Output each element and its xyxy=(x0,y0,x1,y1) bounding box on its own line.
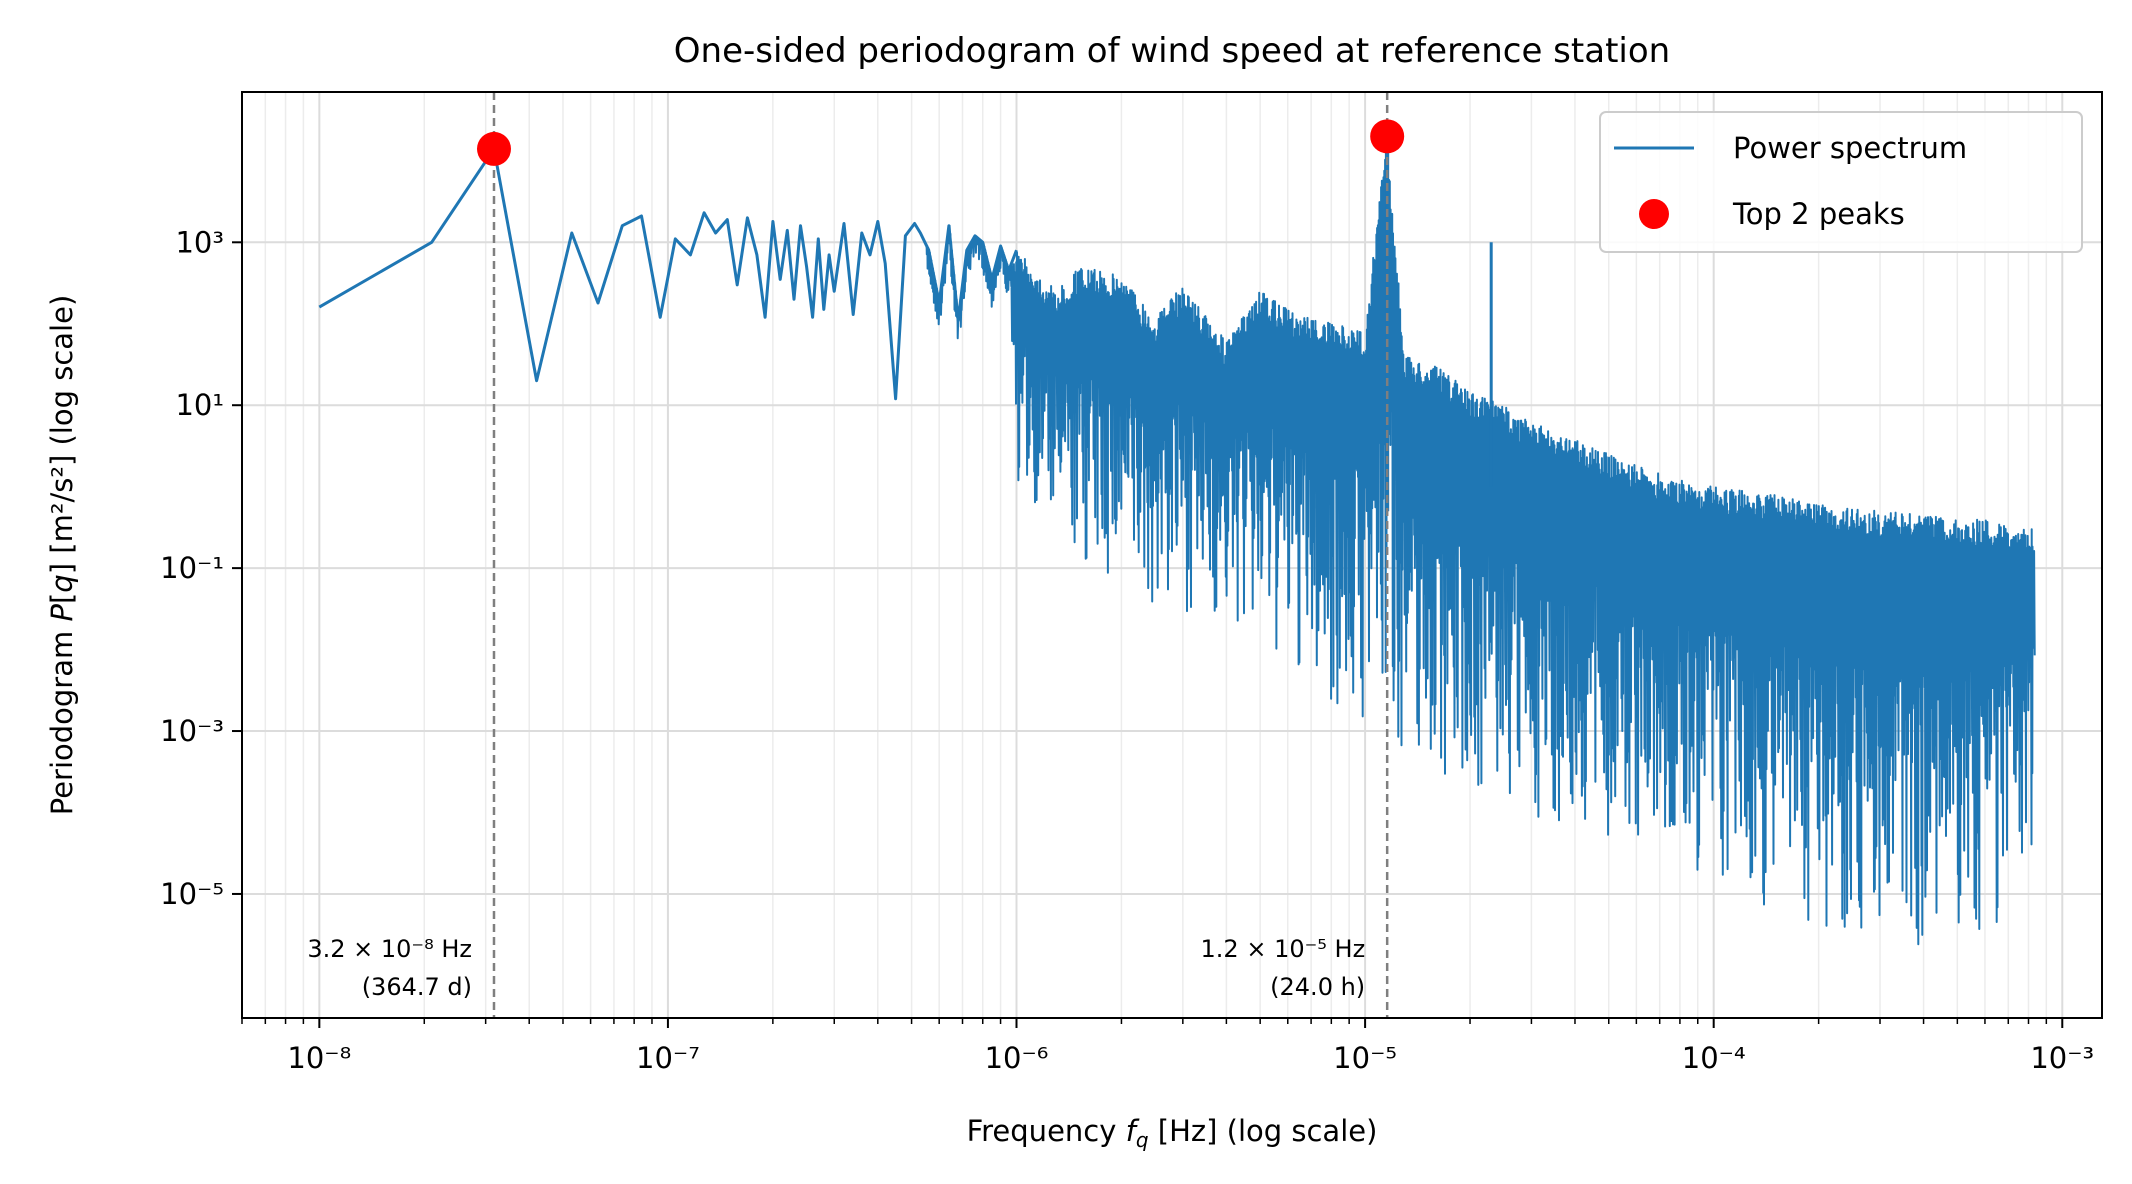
y-tick-label: 10⁻³ xyxy=(160,714,224,748)
x-tick-label: 10⁻³ xyxy=(2030,1041,2094,1075)
y-tick-label: 10⁻⁵ xyxy=(160,877,224,911)
y-tick-label: 10³ xyxy=(175,225,224,259)
x-tick-label: 10⁻⁷ xyxy=(636,1041,700,1075)
legend: Power spectrum Top 2 peaks xyxy=(1599,111,2083,253)
peak-markers xyxy=(476,119,1405,166)
peak-annotation-period-2: (24.0 h) xyxy=(1270,973,1365,1001)
x-tick-label: 10⁻⁸ xyxy=(287,1041,351,1075)
peak-marker-2 xyxy=(1370,119,1405,154)
x-axis-label: Frequency fq [Hz] (log scale) xyxy=(967,1114,1378,1152)
legend-label-spectrum: Power spectrum xyxy=(1733,131,1967,165)
x-tick-label: 10⁻⁶ xyxy=(985,1041,1049,1075)
x-tick-label: 10⁻⁴ xyxy=(1682,1041,1746,1075)
power-spectrum-line xyxy=(318,147,1018,401)
peak-annotation-freq-2: 1.2 × 10⁻⁵ Hz xyxy=(1201,935,1366,963)
chart-title: One-sided periodogram of wind speed at r… xyxy=(674,31,1670,71)
legend-peak-swatch xyxy=(1639,199,1669,229)
peak-annotation-freq-1: 3.2 × 10⁻⁸ Hz xyxy=(307,935,472,963)
peak-annotations: 3.2 × 10⁻⁸ Hz (364.7 d) 1.2 × 10⁻⁵ Hz (24.0… xyxy=(307,935,1365,1001)
y-axis-ticks: 10⁻⁵ 10⁻³ 10⁻¹ 10¹ 10³ xyxy=(160,225,242,911)
x-tick-label: 10⁻⁵ xyxy=(1333,1041,1397,1075)
peak-lines xyxy=(492,92,1389,1018)
y-tick-label: 10⁻¹ xyxy=(160,551,224,585)
legend-box xyxy=(1599,111,2083,253)
y-tick-label: 10¹ xyxy=(175,388,224,422)
peak-annotation-period-1: (364.7 d) xyxy=(362,973,472,1001)
x-axis-ticks: 10⁻⁸ 10⁻⁷ 10⁻⁶ 10⁻⁵ 10⁻⁴ 10⁻³ xyxy=(241,1018,2094,1075)
power-spectrum-noise xyxy=(925,152,2036,946)
peak-marker-1 xyxy=(476,131,511,166)
plot-frame xyxy=(241,91,2103,1019)
legend-label-peaks: Top 2 peaks xyxy=(1732,197,1905,231)
series-layer xyxy=(318,136,2036,946)
y-axis-label: Periodogram P[q] [m²/s²] (log scale) xyxy=(45,295,79,816)
